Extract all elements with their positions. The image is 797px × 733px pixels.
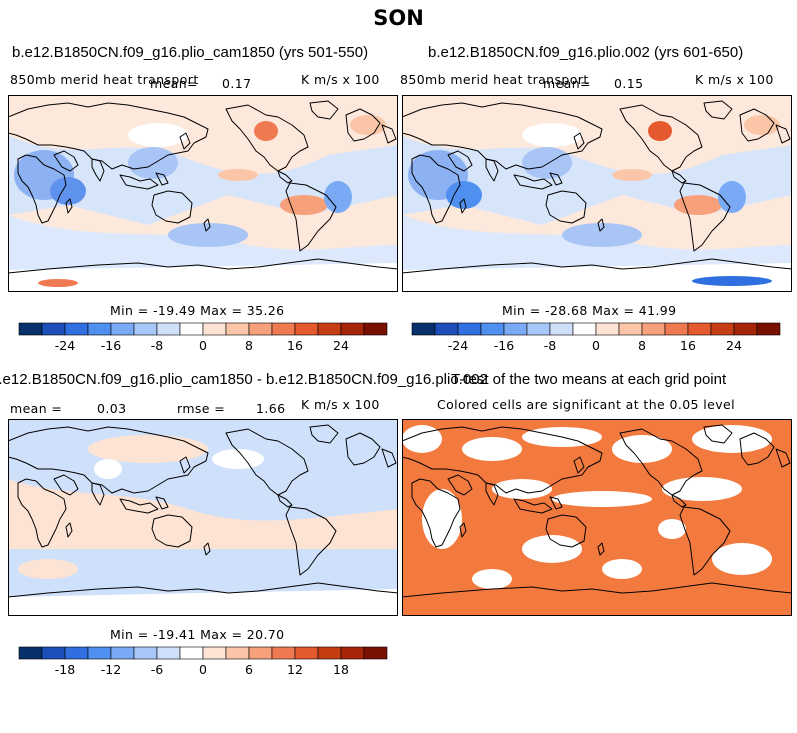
panel-3-rmse-label: rmse =: [177, 401, 226, 416]
colorbar-swatch: [41, 646, 66, 660]
panel-3-minmax: Min = -19.41 Max = 20.70: [110, 627, 285, 642]
colorbar-swatch: [340, 322, 365, 336]
panel-1-variable-label: 850mb merid heat transport: [10, 72, 199, 87]
colorbar-swatch: [595, 322, 620, 336]
colorbar-swatch: [733, 322, 758, 336]
colorbar-swatch: [133, 322, 158, 336]
colorbar-tick-label: 12: [287, 662, 303, 677]
panel-2-colorbar: -24 -16 -8 0 8 16 24: [411, 322, 781, 353]
panel-1-colorbar: -24 -16 -8 0 8 16 24: [18, 322, 388, 353]
colorbar-swatch: [756, 322, 781, 336]
colorbar-swatch: [317, 646, 342, 660]
colorbar-tick-label: 8: [638, 338, 646, 353]
colorbar-swatch: [156, 646, 181, 660]
colorbar-tick-label: 24: [333, 338, 349, 353]
colorbar-tick-label: 8: [245, 338, 253, 353]
colorbar-swatch: [202, 322, 227, 336]
colorbar-tick-label: -16: [494, 338, 514, 353]
colorbar-swatch: [526, 322, 551, 336]
colorbar-tick-label: -18: [55, 662, 75, 677]
colorbar-swatch: [572, 322, 597, 336]
colorbar-swatch: [87, 322, 112, 336]
panel-3-mean-value: 0.03: [97, 401, 127, 416]
panel-1-title: b.e12.B1850CN.f09_g16.plio_cam1850 (yrs …: [12, 44, 369, 61]
colorbar-swatch: [457, 322, 482, 336]
panel-2-variable-label: 850mb merid heat transport: [400, 72, 589, 87]
colorbar-swatch: [225, 646, 250, 660]
colorbar-swatch: [411, 322, 436, 336]
colorbar-swatch: [503, 322, 528, 336]
colorbar-swatch: [156, 322, 181, 336]
colorbar-swatch: [710, 322, 735, 336]
colorbar-swatch: [480, 322, 505, 336]
panel-2-mean-label: mean=: [543, 76, 591, 91]
colorbar-tick-label: -16: [101, 338, 121, 353]
panel-1-mean-value: 0.17: [222, 76, 252, 91]
colorbar-swatch: [363, 646, 388, 660]
colorbar-swatch: [64, 322, 89, 336]
colorbar-tick-label: -24: [55, 338, 75, 353]
colorbar-tick-label: -6: [151, 662, 164, 677]
page-title: SON: [373, 6, 424, 30]
colorbar-swatch: [294, 646, 319, 660]
colorbar-swatch: [618, 322, 643, 336]
colorbar-tick-label: 0: [592, 338, 600, 353]
panel-2-title: b.e12.B1850CN.f09_g16.plio.002 (yrs 601-…: [428, 44, 744, 61]
panel-1-map: [8, 95, 398, 292]
panel-2-units: K m/s x 100: [695, 72, 774, 87]
colorbar-swatch: [133, 646, 158, 660]
colorbar-tick-label: -12: [101, 662, 121, 677]
colorbar-swatch: [41, 322, 66, 336]
colorbar-tick-label: 16: [680, 338, 696, 353]
colorbar-tick-label: 18: [333, 662, 349, 677]
colorbar-swatch: [434, 322, 459, 336]
colorbar-tick-label: -8: [151, 338, 164, 353]
colorbar-swatch: [294, 322, 319, 336]
panel-4-subtitle: Colored cells are significant at the 0.0…: [437, 397, 736, 412]
colorbar-swatch: [110, 322, 135, 336]
colorbar-tick-label: 24: [726, 338, 742, 353]
colorbar-swatch: [225, 322, 250, 336]
colorbar-swatch: [363, 322, 388, 336]
colorbar-swatch: [271, 646, 296, 660]
colorbar-swatch: [664, 322, 689, 336]
panel-4-map: [402, 419, 792, 616]
colorbar-swatch: [202, 646, 227, 660]
colorbar-swatch: [87, 646, 112, 660]
colorbar-swatch: [179, 322, 204, 336]
colorbar-swatch: [248, 646, 273, 660]
colorbar-tick-label: 0: [199, 338, 207, 353]
colorbar-tick-label: -24: [448, 338, 468, 353]
colorbar-swatch: [64, 646, 89, 660]
colorbar-swatch: [317, 322, 342, 336]
colorbar-swatch: [179, 646, 204, 660]
panel-3-rmse-value: 1.66: [256, 401, 286, 416]
panel-1-mean-label: mean=: [150, 76, 198, 91]
panel-3-colorbar: -18 -12 -6 0 6 12 18: [18, 646, 388, 677]
colorbar-swatch: [248, 322, 273, 336]
panel-2-map: [402, 95, 792, 292]
colorbar-swatch: [271, 322, 296, 336]
panel-2-mean-value: 0.15: [614, 76, 644, 91]
panel-3-title: b.e12.B1850CN.f09_g16.plio_cam1850 - b.e…: [0, 371, 488, 388]
colorbar-swatch: [549, 322, 574, 336]
colorbar-tick-label: 6: [245, 662, 253, 677]
colorbar-tick-label: 0: [199, 662, 207, 677]
colorbar-swatch: [110, 646, 135, 660]
panel-4-title: T-test of the two means at each grid poi…: [451, 371, 727, 388]
panel-1-units: K m/s x 100: [301, 72, 380, 87]
panel-3-map: [8, 419, 398, 616]
colorbar-swatch: [18, 646, 43, 660]
panel-3-units: K m/s x 100: [301, 397, 380, 412]
colorbar-tick-label: -8: [544, 338, 557, 353]
panel-2-minmax: Min = -28.68 Max = 41.99: [502, 303, 677, 318]
panel-3-mean-label: mean =: [10, 401, 63, 416]
colorbar-swatch: [340, 646, 365, 660]
colorbar-swatch: [18, 322, 43, 336]
colorbar-swatch: [641, 322, 666, 336]
colorbar-tick-label: 16: [287, 338, 303, 353]
colorbar-swatch: [687, 322, 712, 336]
panel-1-minmax: Min = -19.49 Max = 35.26: [110, 303, 285, 318]
